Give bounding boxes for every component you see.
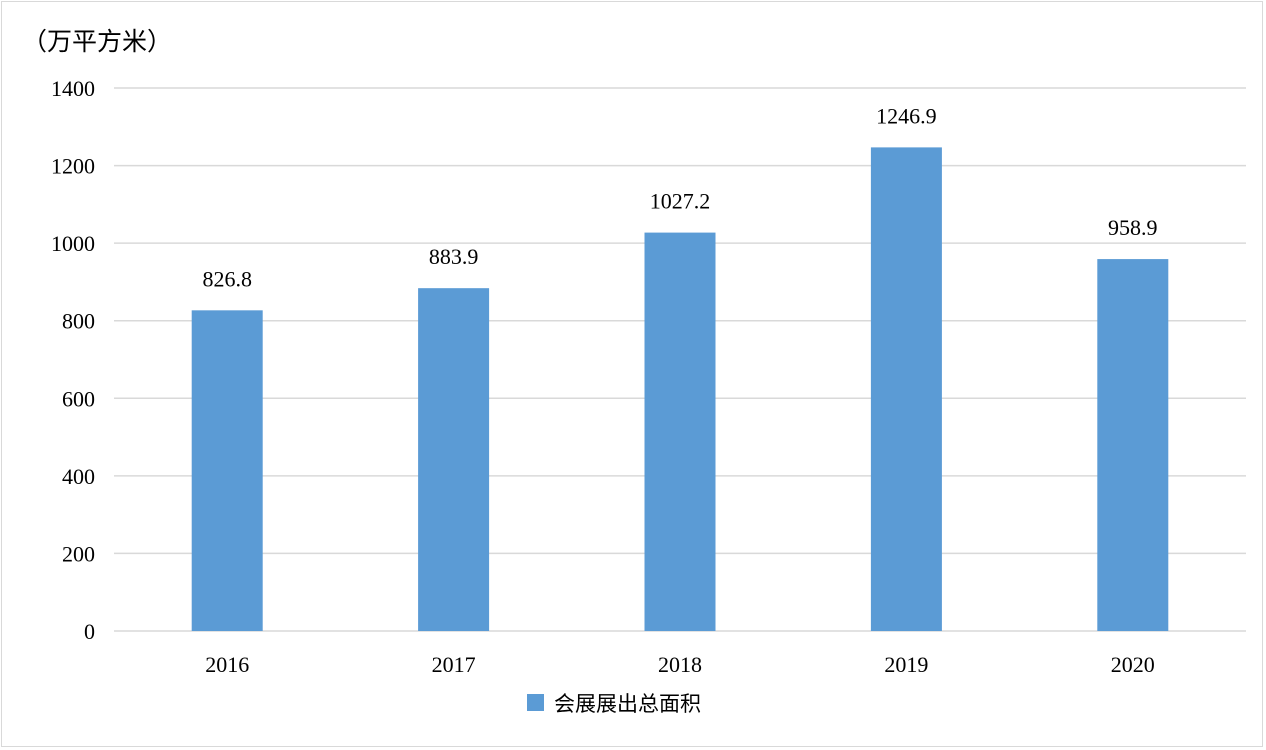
data-label-2020: 958.9 xyxy=(1108,215,1158,240)
data-labels: 826.8 883.9 1027.2 1246.9 958.9 xyxy=(202,103,1157,291)
bar-2020 xyxy=(1097,259,1169,631)
y-tick-label: 200 xyxy=(62,541,95,566)
bar-2017 xyxy=(418,288,490,631)
legend-swatch xyxy=(527,694,544,711)
y-tick-label: 400 xyxy=(62,464,95,489)
bar-2019 xyxy=(870,147,942,632)
y-tick-label: 1400 xyxy=(51,76,95,101)
y-tick-label: 1200 xyxy=(51,154,95,179)
y-tick-label: 0 xyxy=(84,619,95,644)
x-tick-label-2019: 2019 xyxy=(884,652,928,677)
bar-2016 xyxy=(191,310,263,631)
x-tick-label-2020: 2020 xyxy=(1111,652,1155,677)
y-tick-label: 800 xyxy=(62,309,95,334)
unit-label: （万平方米） xyxy=(22,27,172,56)
data-label-2019: 1246.9 xyxy=(876,103,937,128)
y-tick-label: 600 xyxy=(62,386,95,411)
y-axis-tick-labels: 0 200 400 600 800 1000 1200 1400 xyxy=(51,76,95,644)
data-label-2018: 1027.2 xyxy=(650,189,711,214)
data-label-2016: 826.8 xyxy=(202,266,252,291)
data-label-2017: 883.9 xyxy=(429,244,479,269)
x-tick-label-2016: 2016 xyxy=(205,652,249,677)
y-tick-label: 1000 xyxy=(51,231,95,256)
bar-2018 xyxy=(644,232,716,631)
x-axis-tick-labels: 2016 2017 2018 2019 2020 xyxy=(205,652,1155,677)
x-tick-label-2017: 2017 xyxy=(432,652,476,677)
legend: 会展展出总面积 xyxy=(527,692,701,716)
legend-label: 会展展出总面积 xyxy=(554,692,701,716)
bars xyxy=(191,147,1169,632)
x-tick-label-2018: 2018 xyxy=(658,652,702,677)
